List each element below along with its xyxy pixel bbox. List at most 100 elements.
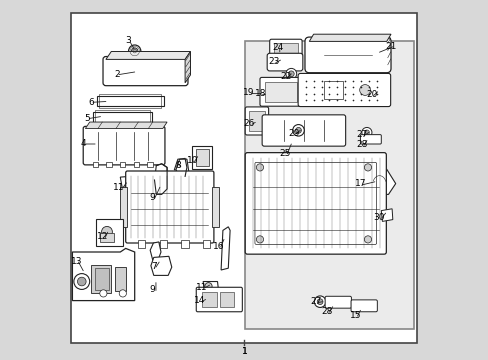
Circle shape (119, 290, 126, 297)
Circle shape (364, 164, 371, 171)
Polygon shape (151, 256, 171, 275)
Polygon shape (381, 209, 392, 221)
Bar (106, 162, 111, 167)
Text: 23: 23 (267, 57, 279, 66)
Text: 9: 9 (149, 194, 155, 202)
Text: 9: 9 (149, 285, 155, 294)
FancyBboxPatch shape (103, 57, 187, 86)
Text: 7: 7 (151, 262, 156, 271)
Text: 22: 22 (280, 72, 291, 81)
FancyBboxPatch shape (196, 287, 242, 312)
Text: 13: 13 (70, 257, 82, 266)
FancyBboxPatch shape (305, 37, 390, 73)
FancyBboxPatch shape (262, 115, 345, 146)
Polygon shape (85, 122, 167, 129)
FancyBboxPatch shape (83, 126, 164, 165)
FancyBboxPatch shape (260, 77, 301, 106)
Bar (196, 149, 208, 166)
Text: 8: 8 (175, 161, 181, 170)
Circle shape (364, 236, 371, 243)
FancyBboxPatch shape (269, 39, 302, 57)
Circle shape (288, 71, 294, 77)
Text: 14: 14 (193, 296, 205, 305)
Text: 19: 19 (243, 88, 254, 97)
Circle shape (361, 127, 371, 138)
Text: 4: 4 (81, 139, 86, 148)
Bar (138, 240, 145, 248)
FancyBboxPatch shape (325, 296, 351, 308)
Circle shape (100, 290, 107, 297)
Circle shape (285, 68, 296, 79)
Circle shape (131, 48, 138, 54)
Bar (181, 240, 188, 248)
Bar (91, 265, 111, 293)
FancyBboxPatch shape (350, 300, 377, 312)
Circle shape (256, 164, 263, 171)
Text: 29: 29 (287, 129, 299, 138)
Polygon shape (221, 227, 230, 270)
Circle shape (125, 182, 133, 190)
Text: 27: 27 (355, 130, 367, 139)
Text: 18: 18 (254, 89, 265, 98)
Bar (202, 292, 216, 307)
Text: 28: 28 (355, 140, 367, 149)
Text: 1: 1 (241, 347, 247, 356)
Polygon shape (92, 112, 152, 122)
Bar (220, 292, 234, 307)
Bar (120, 162, 125, 167)
Circle shape (74, 274, 89, 289)
Text: 25: 25 (279, 149, 290, 158)
Text: 1: 1 (241, 347, 247, 356)
Bar (160, 240, 167, 248)
Circle shape (204, 283, 212, 290)
Bar (96, 219, 123, 246)
Polygon shape (203, 282, 218, 291)
Polygon shape (185, 51, 190, 83)
Text: 26: 26 (244, 119, 255, 128)
Polygon shape (309, 34, 390, 41)
Polygon shape (106, 51, 190, 59)
Polygon shape (174, 159, 188, 178)
Text: 16: 16 (212, 242, 224, 251)
Bar (249, 111, 264, 131)
Bar (92, 162, 98, 167)
Bar (244, 41, 413, 329)
Bar (100, 233, 114, 242)
Circle shape (364, 130, 368, 135)
Bar (120, 187, 127, 227)
Polygon shape (371, 169, 395, 194)
Bar (264, 82, 296, 102)
Text: 24: 24 (271, 43, 283, 52)
Text: 2: 2 (114, 70, 120, 79)
Text: 6: 6 (88, 98, 94, 107)
Text: 12: 12 (97, 233, 108, 241)
Circle shape (292, 125, 304, 136)
FancyBboxPatch shape (244, 153, 386, 254)
Text: 15: 15 (349, 311, 361, 320)
Text: 27: 27 (310, 297, 322, 306)
FancyBboxPatch shape (125, 171, 213, 243)
Polygon shape (154, 164, 167, 194)
Text: 10: 10 (186, 156, 198, 165)
Text: 5: 5 (84, 114, 90, 123)
Text: 3: 3 (125, 36, 131, 45)
Bar (115, 267, 125, 291)
FancyBboxPatch shape (244, 107, 268, 135)
Bar (323, 81, 343, 99)
Circle shape (102, 226, 112, 237)
Text: 28: 28 (321, 307, 332, 316)
Circle shape (359, 85, 370, 95)
Polygon shape (97, 96, 163, 106)
FancyBboxPatch shape (266, 53, 302, 71)
Bar (192, 146, 212, 169)
Text: 11: 11 (196, 283, 207, 292)
Circle shape (128, 45, 141, 57)
Circle shape (295, 127, 301, 133)
Text: 17: 17 (354, 180, 366, 189)
FancyBboxPatch shape (298, 73, 390, 107)
Text: 20: 20 (365, 90, 377, 99)
Polygon shape (72, 248, 134, 301)
Polygon shape (150, 242, 161, 260)
Bar (273, 43, 297, 53)
Circle shape (256, 236, 263, 243)
